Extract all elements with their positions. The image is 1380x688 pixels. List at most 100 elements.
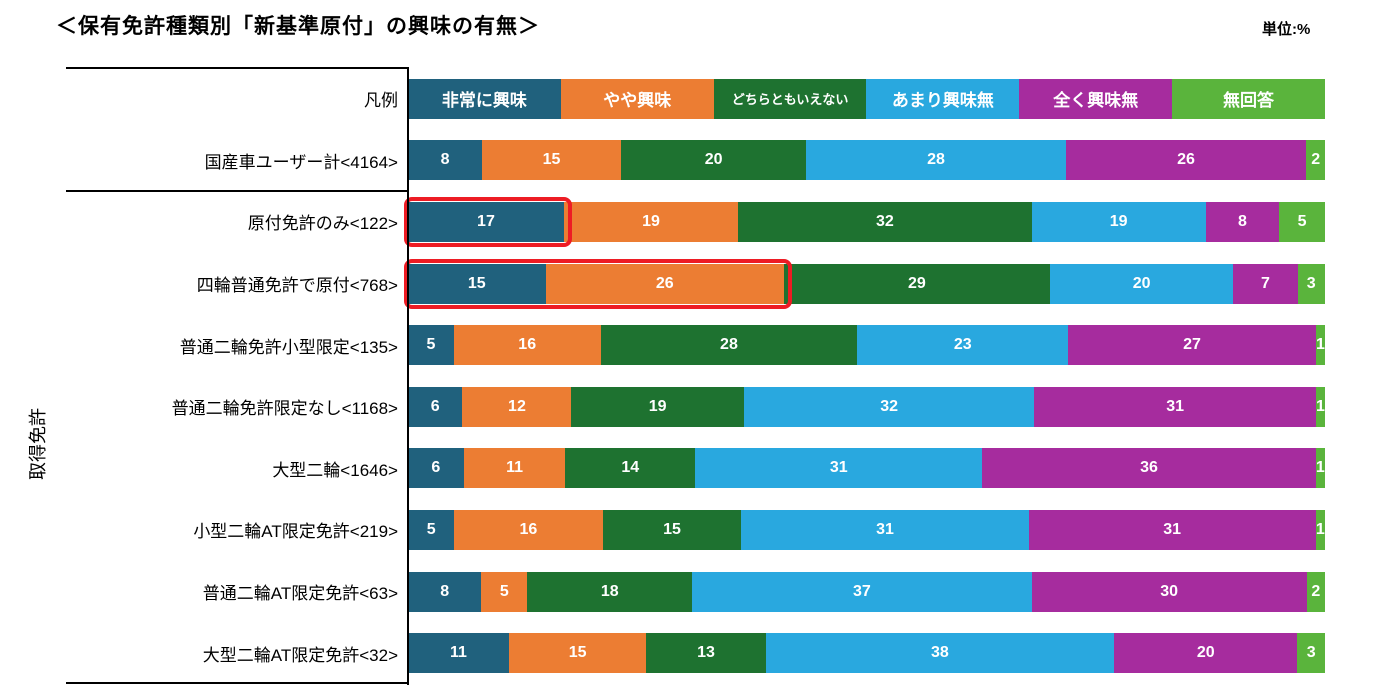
bar-segment: 30: [1031, 571, 1307, 612]
bar-segment: 2: [1306, 571, 1325, 612]
bar-track: 6 11 14 31 36 1: [408, 448, 1325, 489]
bar-segment: 2: [1306, 140, 1325, 181]
row-label: 小型二輪AT限定免許<219>: [193, 522, 398, 542]
label-column-top-border: [66, 67, 409, 69]
table-row: 大型二輪AT限定免許<32> 11 15 13 38 20 3: [68, 622, 1325, 684]
bar-segment: 32: [738, 201, 1032, 242]
row-label: 普通二輪免許限定なし<1168>: [171, 399, 398, 419]
bar-segment: 20: [1114, 633, 1298, 674]
bar-segment: 26: [545, 263, 784, 304]
bar-segment: 37: [692, 571, 1032, 612]
bar-segment: 28: [806, 140, 1066, 181]
bar-segment: 3: [1297, 633, 1325, 674]
bar-segment: 14: [565, 448, 696, 489]
bar-segment: 8: [408, 571, 482, 612]
bar-segment: 20: [1049, 263, 1234, 304]
bar-track: 5 16 28 23 27 1: [408, 325, 1325, 366]
table-row: 四輪普通免許で原付<768> 15 26 29 20 7 3: [68, 253, 1326, 315]
bar-segment: 15: [508, 633, 647, 674]
bar-segment: 11: [463, 448, 566, 489]
bar-track: 15 26 29 20 7 3: [404, 258, 1326, 309]
bar-segment: 31: [1028, 509, 1316, 550]
bar-segment: 5: [408, 509, 455, 550]
bar-track: 17 19 32 19 8 5: [404, 196, 1325, 247]
bar-segment: 31: [695, 448, 983, 489]
stacked-bar: 11 15 13 38 20 3: [408, 633, 1325, 674]
stacked-bar: 6 11 14 31 36 1: [408, 448, 1325, 489]
bar-segment: 16: [453, 325, 601, 366]
bar-segment: 31: [1034, 386, 1316, 427]
stacked-bar: 6 12 19 32 31 1: [408, 386, 1325, 427]
bar-segment: 31: [741, 509, 1029, 550]
row-label: 大型二輪<1646>: [272, 460, 398, 480]
legend-item: あまり興味無: [866, 78, 1020, 119]
legend-item: やや興味: [560, 78, 714, 119]
table-row: 小型二輪AT限定免許<219> 5 16 15 31 31 1: [68, 499, 1325, 561]
bar-segment: 8: [408, 140, 483, 181]
bar-segment: 7: [1233, 263, 1298, 304]
stacked-bar: 5 16 15 31 31 1: [408, 509, 1325, 550]
stacked-bar: 15 26 29 20 7 3: [408, 263, 1326, 304]
label-column-divider-line: [407, 67, 409, 685]
bar-segment: 18: [527, 571, 693, 612]
table-row: 普通二輪免許限定なし<1168> 6 12 19 32 31 1: [68, 376, 1325, 438]
legend-item: どちらともいえない: [713, 78, 867, 119]
row-label: 普通二輪AT限定免許<63>: [202, 584, 398, 604]
bar-segment: 19: [563, 201, 739, 242]
bar-segment: 8: [1205, 201, 1280, 242]
legend-item: 非常に興味: [408, 78, 561, 119]
bar-segment: 1: [1315, 325, 1325, 366]
row-label: 普通二輪免許小型限定<135>: [179, 337, 398, 357]
bar-segment: 23: [857, 325, 1069, 366]
bar-segment: 15: [408, 263, 546, 304]
bar-segment: 28: [600, 325, 858, 366]
bar-track: 8 5 18 37 30 2: [408, 571, 1325, 612]
bar-segment: 5: [481, 571, 528, 612]
row-label: 国産車ユーザー計<4164>: [204, 152, 398, 172]
chart-title: ＜保有免許種類別「新基準原付」の興味の有無＞: [56, 15, 540, 38]
table-row: 普通二輪免許小型限定<135> 5 16 28 23 27 1: [68, 314, 1325, 376]
bar-segment: 19: [571, 386, 744, 427]
stacked-bar: 8 5 18 37 30 2: [408, 571, 1325, 612]
bar-segment: 1: [1315, 386, 1325, 427]
bar-segment: 32: [743, 386, 1035, 427]
bar-segment: 12: [462, 386, 572, 427]
bar-track: 6 12 19 32 31 1: [408, 386, 1325, 427]
table-row: 普通二輪AT限定免許<63> 8 5 18 37 30 2: [68, 561, 1325, 623]
bar-segment: 19: [1031, 201, 1206, 242]
legend-bar: 非常に興味 やや興味 どちらともいえない あまり興味無 全く興味無 無回答: [408, 78, 1325, 119]
bar-segment: 26: [1065, 140, 1307, 181]
group-separator-line: [66, 190, 409, 192]
stacked-bar-chart: 凡例 非常に興味 やや興味 どちらともいえない あまり興味無 全く興味無 無回答 国産車ユーザ…: [68, 68, 1326, 684]
table-row: 原付免許のみ<122> 17 19 32 19 8 5: [68, 191, 1325, 253]
legend-row: 凡例 非常に興味 やや興味 どちらともいえない あまり興味無 全く興味無 無回答: [68, 68, 1325, 130]
unit-label: 単位:%: [1262, 21, 1311, 38]
bar-segment: 6: [408, 448, 464, 489]
row-label: 四輪普通免許で原付<768>: [196, 276, 398, 296]
bar-segment: 20: [621, 140, 807, 181]
bar-segment: 17: [408, 201, 564, 242]
table-row: 大型二輪<1646> 6 11 14 31 36 1: [68, 438, 1325, 500]
table-row: 国産車ユーザー計<4164> 8 15 20 28 26 2: [68, 130, 1325, 192]
bar-segment: 13: [646, 633, 766, 674]
bar-segment: 1: [1315, 509, 1325, 550]
legend-track: 非常に興味 やや興味 どちらともいえない あまり興味無 全く興味無 無回答: [408, 78, 1325, 119]
bar-segment: 1: [1315, 448, 1325, 489]
bar-segment: 36: [982, 448, 1316, 489]
bar-segment: 38: [765, 633, 1115, 674]
bar-segment: 3: [1297, 263, 1326, 304]
legend-item: 全く興味無: [1019, 78, 1173, 119]
stacked-bar: 17 19 32 19 8 5: [408, 201, 1325, 242]
bar-segment: 11: [408, 633, 509, 674]
bar-segment: 15: [482, 140, 622, 181]
row-label: 原付免許のみ<122>: [247, 214, 398, 234]
bar-segment: 29: [783, 263, 1050, 304]
bar-track: 8 15 20 28 26 2: [408, 140, 1325, 181]
bar-segment: 5: [408, 325, 454, 366]
stacked-bar: 8 15 20 28 26 2: [408, 140, 1325, 181]
bar-track: 5 16 15 31 31 1: [408, 509, 1325, 550]
bar-segment: 27: [1068, 325, 1316, 366]
axis-group-label: 取得免許: [28, 408, 48, 480]
bar-segment: 5: [1279, 201, 1325, 242]
